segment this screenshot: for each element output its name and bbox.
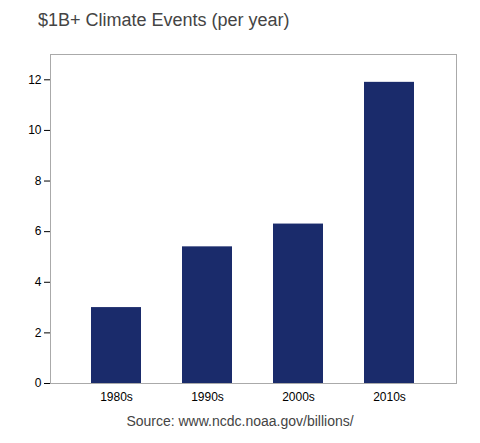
- svg-text:12: 12: [28, 73, 42, 87]
- svg-text:2000s: 2000s: [282, 390, 315, 404]
- svg-text:10: 10: [28, 123, 42, 137]
- svg-text:1980s: 1980s: [100, 390, 133, 404]
- svg-text:1990s: 1990s: [191, 390, 224, 404]
- svg-text:4: 4: [35, 275, 42, 289]
- svg-text:2: 2: [35, 326, 42, 340]
- svg-text:8: 8: [35, 174, 42, 188]
- svg-text:6: 6: [35, 224, 42, 238]
- html-text:Source: www.ncdc.noaa.gov/bill: Source: www.ncdc.noaa.gov/billions/: [126, 413, 354, 429]
- html-text:$1B+ Climate Events (per year): $1B+ Climate Events (per year): [38, 10, 290, 30]
- svg-text:2010s: 2010s: [373, 390, 406, 404]
- svg-text:0: 0: [35, 376, 42, 390]
